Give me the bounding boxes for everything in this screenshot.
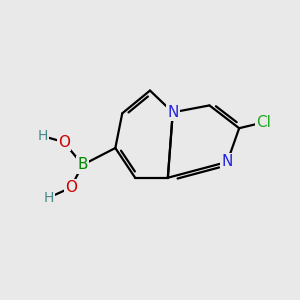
Text: Cl: Cl — [256, 115, 272, 130]
Text: O: O — [58, 135, 70, 150]
Text: H: H — [44, 190, 54, 205]
Text: O: O — [65, 180, 77, 195]
Text: B: B — [77, 158, 88, 172]
Text: N: N — [167, 105, 178, 120]
Text: N: N — [222, 154, 233, 169]
Text: H: H — [38, 129, 48, 143]
